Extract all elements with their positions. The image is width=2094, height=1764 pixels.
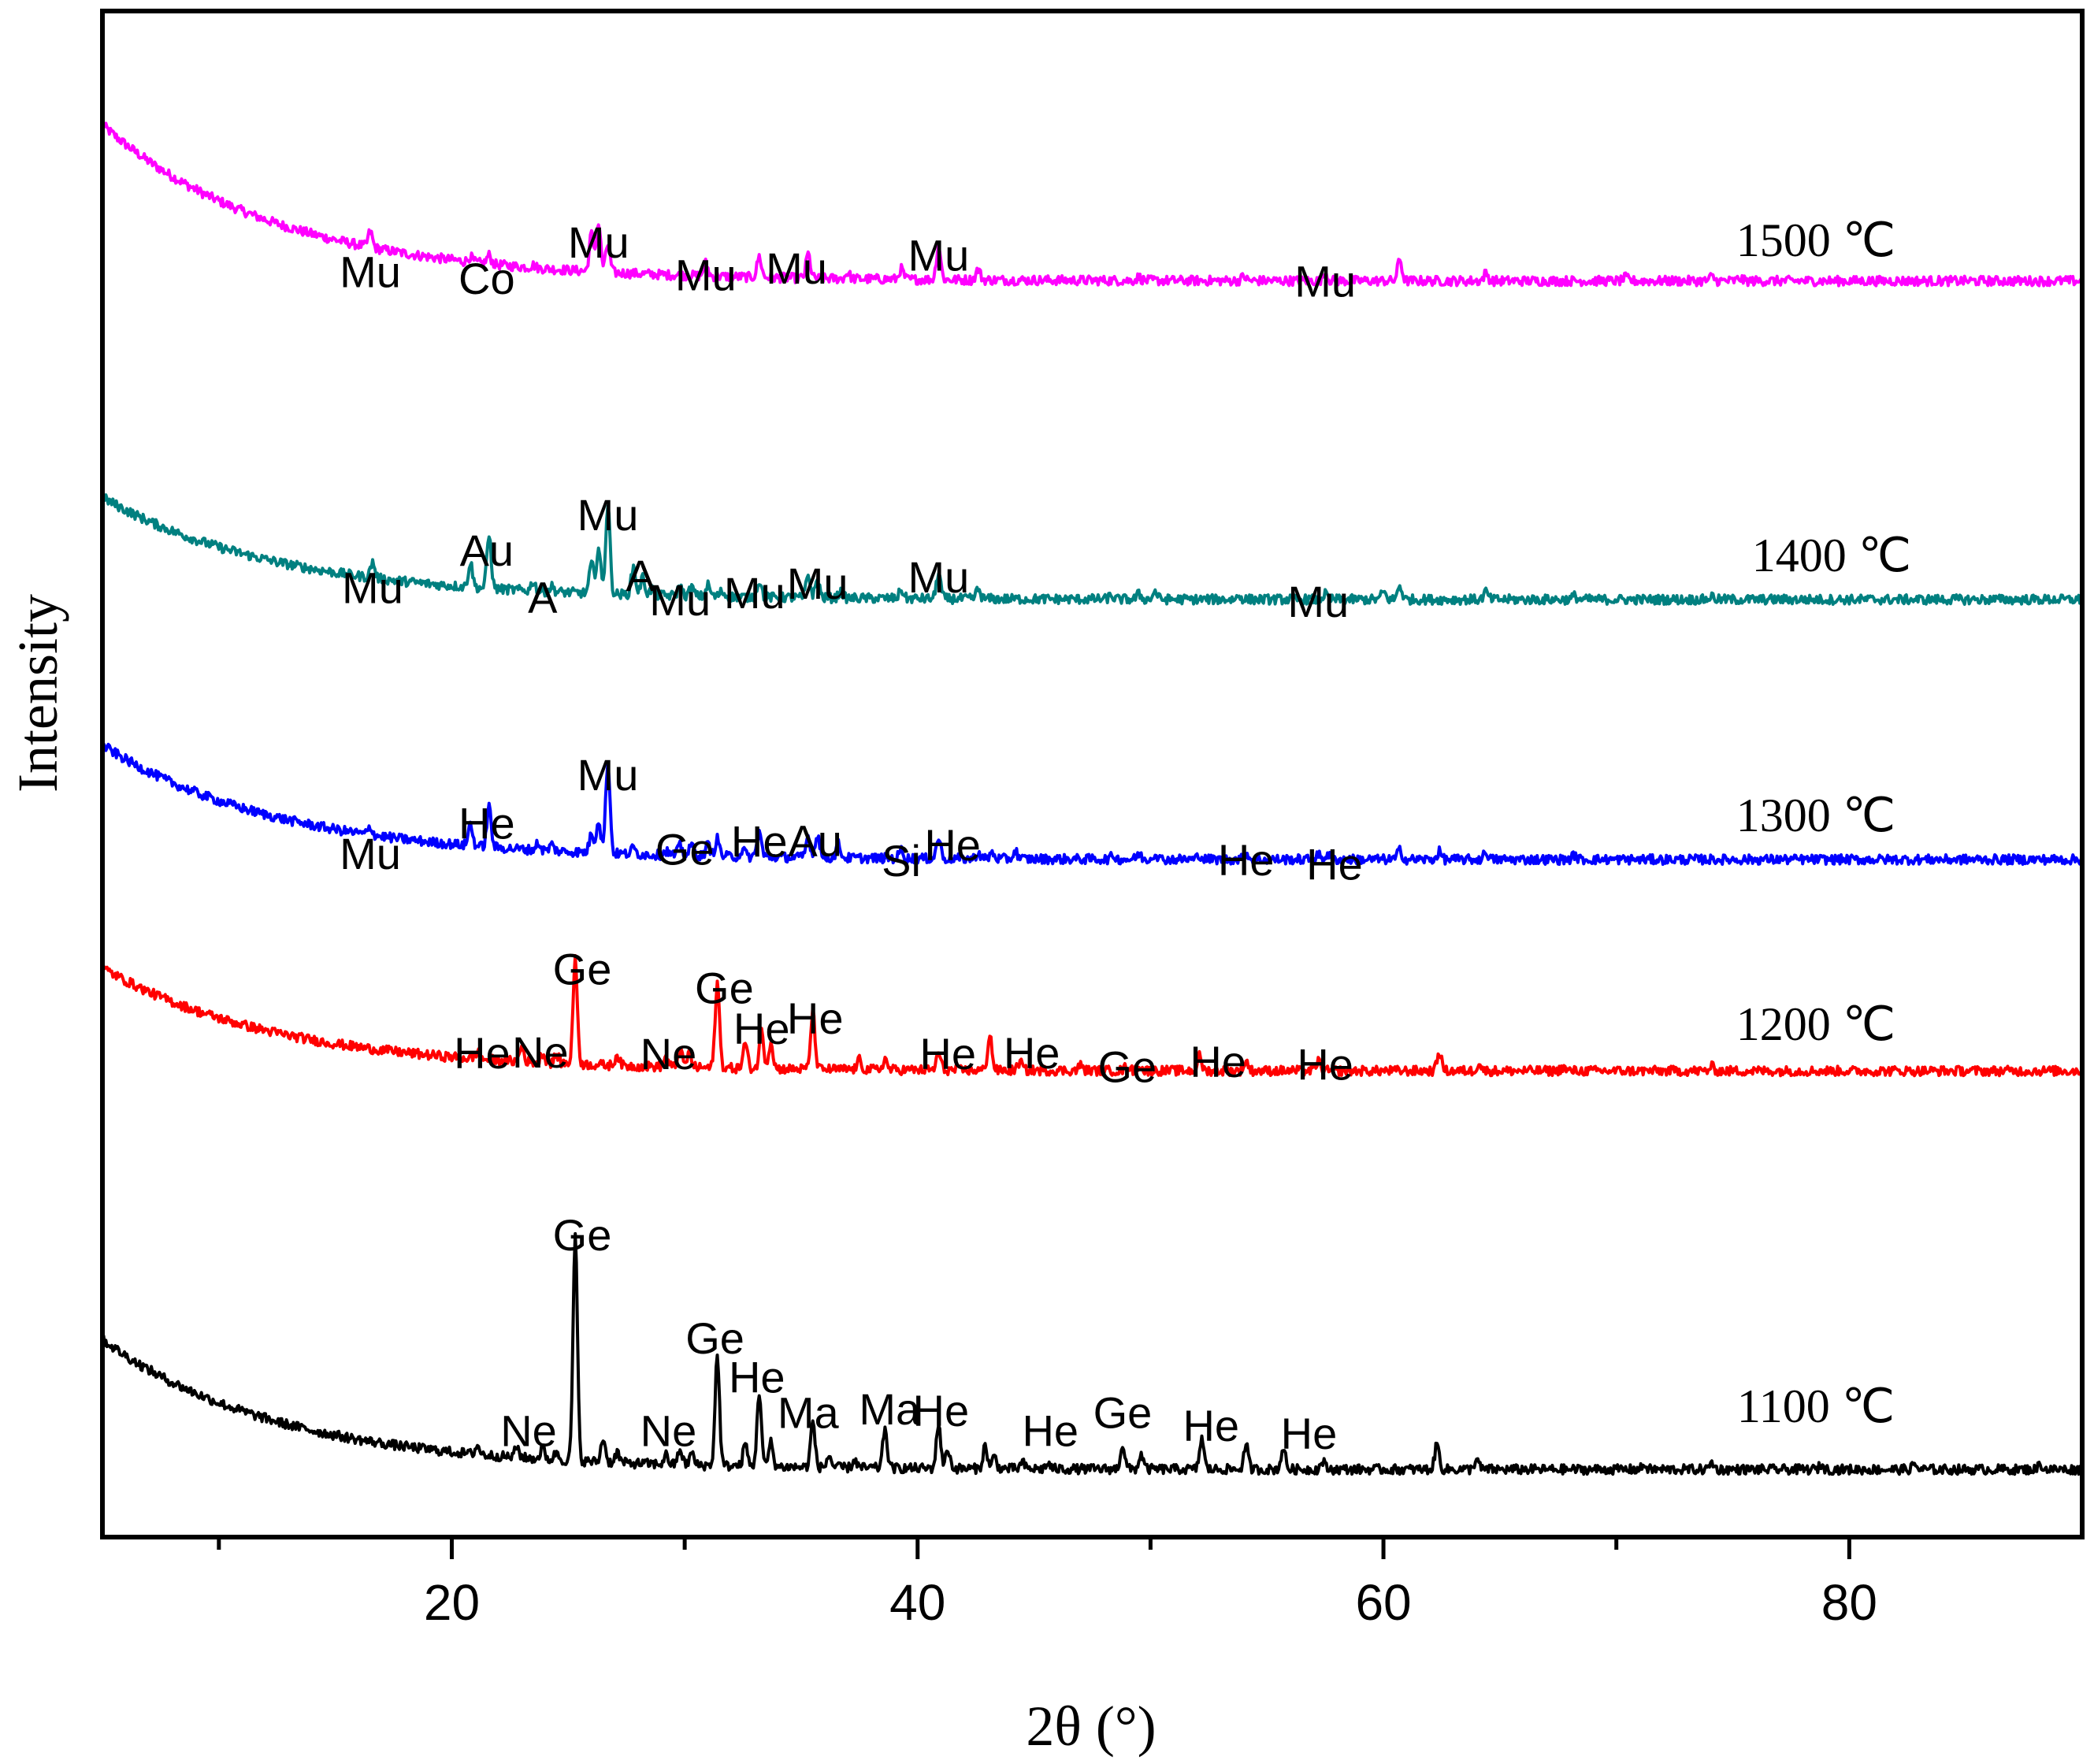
peak-label: He (913, 1386, 970, 1435)
peak-label: He (1022, 1406, 1079, 1456)
peak-label: Mu (1294, 256, 1356, 306)
x-axis-title: 2θ (°) (1026, 1695, 1156, 1758)
peak-label: Mu (675, 251, 737, 300)
series-1500: Mu Co Mu Mu Mu Mu Mu 1500 ℃ (101, 121, 2084, 306)
peak-label: Ge (685, 1313, 744, 1363)
temperature-label: 1500 ℃ (1736, 214, 1895, 266)
peak-label: Mu (568, 217, 629, 267)
x-tick-label: 80 (1821, 1574, 1877, 1631)
peak-label: Mu (649, 575, 711, 625)
temperature-label: 1300 ℃ (1736, 789, 1895, 841)
x-tick-label: 40 (889, 1574, 945, 1631)
peak-label: Mu (340, 247, 401, 296)
peak-label: Ge (1093, 1387, 1153, 1437)
peak-label: Mu (577, 490, 639, 540)
peak-label: Mu (766, 243, 827, 293)
plot-frame (100, 9, 2085, 1539)
peak-label: He (729, 1352, 785, 1402)
peak-label: Ge (695, 964, 754, 1013)
xrd-line (101, 121, 2084, 288)
peak-label: He (1306, 839, 1363, 889)
x-tick-label: 20 (424, 1574, 480, 1631)
peak-label: Co (459, 254, 515, 303)
y-axis-title: Intensity (6, 594, 69, 793)
peak-label: He (924, 820, 981, 870)
peak-label: Ma (859, 1384, 921, 1434)
peak-label: He (731, 817, 788, 867)
peak-label: Ge (655, 825, 715, 875)
peak-label: Ge (553, 1210, 612, 1260)
peak-label: He (1281, 1409, 1338, 1458)
peak-label: He (1218, 835, 1275, 885)
peak-label: Mu (1287, 577, 1349, 626)
peak-label: Ne (640, 1406, 697, 1456)
peak-label: Ne (500, 1406, 557, 1456)
peak-label: He (1183, 1401, 1239, 1450)
peak-label: Ge (553, 944, 612, 993)
peak-label: Au (460, 525, 514, 575)
peak-label: Ne (640, 1029, 697, 1079)
peak-label: He (454, 1028, 511, 1078)
xrd-line (101, 1231, 2084, 1476)
x-axis-ticks: 20 40 60 80 (217, 1537, 1877, 1631)
peak-label: He (733, 1004, 790, 1053)
peak-label: Mu (342, 563, 403, 612)
peak-label: Mu (908, 230, 969, 280)
peak-label: He (1004, 1028, 1060, 1078)
peak-label: He (1190, 1037, 1246, 1086)
peak-label: Si (882, 836, 921, 886)
xrd-line (101, 741, 2084, 866)
peak-label: He (919, 1029, 976, 1079)
peak-label: A (626, 551, 655, 600)
peak-label: He (1297, 1039, 1353, 1089)
peak-label: A (528, 573, 558, 622)
peak-label: Mu (577, 750, 639, 800)
xrd-line (101, 493, 2084, 606)
xrd-line (101, 954, 2084, 1078)
temperature-label: 1400 ℃ (1752, 529, 1911, 581)
peak-label: He (787, 993, 844, 1043)
peak-label: Mu (724, 568, 785, 618)
peak-label: Mu (908, 552, 969, 602)
temperature-label: 1100 ℃ (1737, 1380, 1895, 1432)
peak-label: Mu (340, 829, 401, 878)
peak-label: He (459, 799, 515, 849)
temperature-label: 1200 ℃ (1736, 998, 1895, 1050)
peak-label: Au (788, 816, 842, 866)
x-tick-label: 60 (1355, 1574, 1411, 1631)
peak-label: Ne (512, 1027, 569, 1077)
peak-label: Ge (1097, 1042, 1157, 1092)
peak-label: Ma (778, 1387, 840, 1437)
peak-label: Mu (787, 559, 848, 608)
